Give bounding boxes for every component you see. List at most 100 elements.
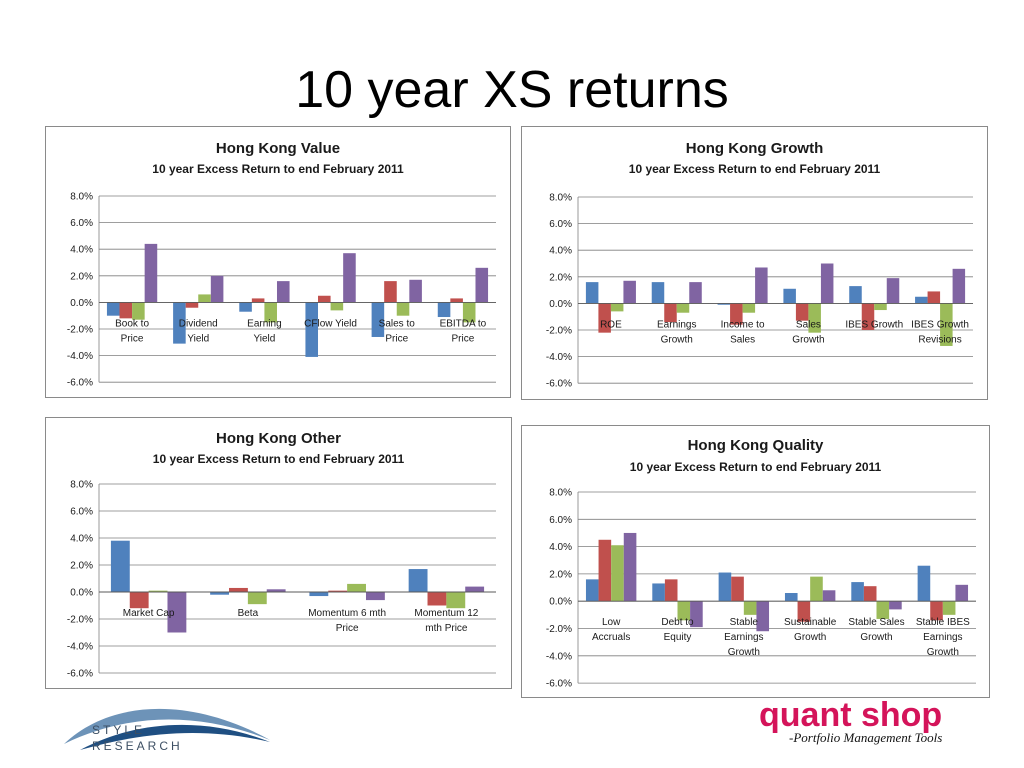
style-research-logo: STYLE RESEARCH <box>64 708 270 753</box>
chart-other: Hong Kong Other 10 year Excess Return to … <box>67 430 496 680</box>
bar-series-2 <box>795 303 809 321</box>
bar-series-3 <box>940 303 953 346</box>
bar-series-2 <box>129 592 149 609</box>
logo-left-line1: STYLE <box>92 723 145 737</box>
bar-series-3 <box>462 302 476 323</box>
y-tick-label: 2.0% <box>70 271 93 282</box>
category-label: ROE <box>600 319 622 330</box>
bar-series-3 <box>611 545 624 602</box>
category-label: Sales <box>730 334 755 345</box>
bar-series-3 <box>132 302 145 320</box>
bar-series-2 <box>861 303 875 330</box>
category-label: Dividend <box>179 318 218 329</box>
bar-series-1 <box>585 282 599 304</box>
category-label: Debt to <box>661 617 694 628</box>
bar-series-1 <box>239 302 252 312</box>
bar-series-2 <box>927 291 941 304</box>
y-tick-label: -4.0% <box>546 352 572 363</box>
category-label: IBES Growth <box>911 319 969 330</box>
y-tick-label: 6.0% <box>549 515 572 526</box>
bar-series-4 <box>886 278 900 304</box>
bar-series-3 <box>810 576 823 602</box>
y-tick-label: -6.0% <box>546 679 572 690</box>
bar-series-2 <box>598 303 611 333</box>
category-label: Momentum 12 <box>414 608 478 619</box>
bar-series-3 <box>148 590 168 592</box>
y-tick-label: 8.0% <box>70 192 93 203</box>
bar-series-4 <box>623 532 637 602</box>
chart-quality: Hong Kong Quality 10 year Excess Return t… <box>546 437 976 690</box>
bar-series-1 <box>917 565 931 602</box>
y-tick-label: -4.0% <box>546 651 572 662</box>
bar-series-4 <box>167 592 187 633</box>
category-label: Growth <box>728 647 760 658</box>
bar-series-2 <box>119 302 133 319</box>
bar-series-2 <box>730 303 743 325</box>
chart-value: Hong Kong Value 10 year Excess Return to … <box>67 140 496 389</box>
bar-series-4 <box>889 601 902 610</box>
bar-series-1 <box>849 286 862 304</box>
bar-series-3 <box>610 303 624 312</box>
y-tick-label: 0.0% <box>70 298 93 309</box>
bar-series-2 <box>251 298 265 303</box>
bar-series-3 <box>264 302 277 323</box>
bar-series-1 <box>718 572 732 602</box>
chart-title: Hong Kong Growth <box>686 140 823 157</box>
y-tick-label: 8.0% <box>70 480 93 491</box>
bar-series-1 <box>437 302 451 318</box>
bar-series-2 <box>229 587 248 592</box>
bar-series-1 <box>783 288 796 304</box>
chart-subtitle: 10 year Excess Return to end February 20… <box>152 162 404 176</box>
bar-series-4 <box>822 590 836 602</box>
bar-series-4 <box>755 267 768 304</box>
bar-series-4 <box>955 584 969 602</box>
bar-series-4 <box>756 601 770 632</box>
bar-series-2 <box>664 303 677 323</box>
category-label: Momentum 6 mth <box>308 608 386 619</box>
y-tick-label: -2.0% <box>546 624 572 635</box>
bar-series-2 <box>930 601 943 621</box>
chart-panel-other: Hong Kong Other 10 year Excess Return to … <box>45 417 512 689</box>
chart-panel-quality: Hong Kong Quality 10 year Excess Return t… <box>521 425 990 698</box>
bar-series-2 <box>328 590 348 592</box>
category-label: Yield <box>253 333 275 344</box>
bar-series-1 <box>408 569 428 592</box>
chart-panel-value: Hong Kong Value 10 year Excess Return to … <box>45 126 511 398</box>
quant-shop-logo: quant shop -Portfolio Management Tools <box>759 696 942 745</box>
bar-series-3 <box>677 601 691 621</box>
category-label: Growth <box>860 632 892 643</box>
y-tick-label: -2.0% <box>546 326 572 337</box>
category-label: Stable <box>730 617 759 628</box>
bar-series-4 <box>690 601 703 628</box>
bar-series-3 <box>743 601 757 615</box>
category-label: Stable Sales <box>848 617 904 628</box>
bar-series-3 <box>198 294 211 303</box>
bar-series-1 <box>717 303 731 305</box>
bar-series-3 <box>742 303 756 313</box>
bar-series-3 <box>396 302 410 316</box>
category-label: Earnings <box>923 632 962 643</box>
y-tick-label: 6.0% <box>549 219 572 230</box>
category-label: Yield <box>187 333 209 344</box>
category-label: CFlow Yield <box>304 318 357 329</box>
bar-series-1 <box>915 296 928 304</box>
category-label: Stable IBES <box>916 617 970 628</box>
bar-series-3 <box>347 583 366 592</box>
chart-subtitle: 10 year Excess Return to end February 20… <box>630 460 882 474</box>
category-label: Sales <box>796 319 821 330</box>
bar-series-4 <box>210 275 224 303</box>
category-label: Beta <box>238 608 259 619</box>
category-label: Earning <box>247 318 281 329</box>
y-tick-label: 6.0% <box>70 218 93 229</box>
bar-series-3 <box>876 601 890 619</box>
category-label: Revisions <box>918 334 961 345</box>
category-label: Price <box>336 623 359 634</box>
bar-series-4 <box>365 592 385 601</box>
category-label: Growth <box>661 334 693 345</box>
bar-series-3 <box>676 303 690 313</box>
bar-series-1 <box>309 592 329 597</box>
slide-title: 10 year XS returns <box>295 61 729 119</box>
logo-left-line2: RESEARCH <box>92 739 183 753</box>
category-label: Sales to <box>379 318 416 329</box>
y-tick-label: -4.0% <box>67 351 93 362</box>
